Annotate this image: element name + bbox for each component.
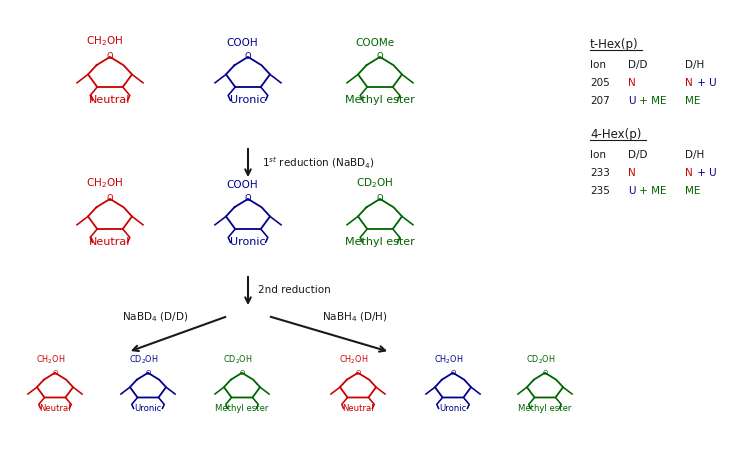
Text: Uronic: Uronic — [134, 404, 162, 413]
Text: 205: 205 — [590, 78, 610, 88]
Text: Uronic: Uronic — [440, 404, 466, 413]
Text: NaBD$_4$ (D/D): NaBD$_4$ (D/D) — [122, 311, 188, 324]
Text: ME: ME — [685, 186, 700, 196]
Text: O: O — [542, 370, 548, 376]
Text: D/D: D/D — [628, 150, 647, 160]
Text: O: O — [244, 52, 251, 61]
Text: Neutral: Neutral — [89, 95, 130, 105]
Text: Neutral: Neutral — [39, 404, 70, 413]
Text: Methyl ester: Methyl ester — [215, 404, 268, 413]
Text: ME: ME — [685, 96, 700, 106]
Text: O: O — [356, 370, 361, 376]
Text: U: U — [628, 96, 635, 106]
Text: CH$_2$OH: CH$_2$OH — [339, 354, 368, 366]
Text: CH$_2$OH: CH$_2$OH — [36, 354, 65, 366]
Text: N: N — [685, 168, 693, 178]
Text: CD$_2$OH: CD$_2$OH — [356, 177, 393, 191]
Text: t-Hex(p): t-Hex(p) — [590, 38, 638, 51]
Text: CH$_2$OH: CH$_2$OH — [86, 177, 123, 191]
Text: Uronic: Uronic — [230, 95, 266, 105]
Text: Ion: Ion — [590, 150, 606, 160]
Text: COOH: COOH — [226, 180, 258, 191]
Text: O: O — [239, 370, 244, 376]
Text: Neutral: Neutral — [342, 404, 374, 413]
Text: CD$_2$OH: CD$_2$OH — [223, 354, 252, 366]
Text: CD$_2$OH: CD$_2$OH — [526, 354, 555, 366]
Text: 2nd reduction: 2nd reduction — [258, 285, 331, 295]
Text: Methyl ester: Methyl ester — [345, 237, 415, 247]
Text: N: N — [628, 168, 636, 178]
Text: O: O — [53, 370, 58, 376]
Text: O: O — [450, 370, 456, 376]
Text: O: O — [106, 52, 113, 61]
Text: COOMe: COOMe — [355, 38, 394, 49]
Text: + ME: + ME — [636, 96, 667, 106]
Text: N: N — [628, 78, 636, 88]
Text: O: O — [376, 52, 383, 61]
Text: CD$_2$OH: CD$_2$OH — [129, 354, 158, 366]
Text: CH$_2$OH: CH$_2$OH — [86, 35, 123, 49]
Text: D/D: D/D — [628, 60, 647, 70]
Text: Ion: Ion — [590, 60, 606, 70]
Text: D/H: D/H — [685, 150, 704, 160]
Text: 233: 233 — [590, 168, 610, 178]
Text: CH$_2$OH: CH$_2$OH — [433, 354, 464, 366]
Text: U: U — [628, 186, 635, 196]
Text: + U: + U — [694, 78, 717, 88]
Text: 235: 235 — [590, 186, 610, 196]
Text: Methyl ester: Methyl ester — [518, 404, 572, 413]
Text: COOH: COOH — [226, 38, 258, 49]
Text: 4-Hex(p): 4-Hex(p) — [590, 128, 641, 141]
Text: 207: 207 — [590, 96, 610, 106]
Text: N: N — [685, 78, 693, 88]
Text: Methyl ester: Methyl ester — [345, 95, 415, 105]
Text: O: O — [146, 370, 151, 376]
Text: Uronic: Uronic — [230, 237, 266, 247]
Text: 1$^{st}$ reduction (NaBD$_4$): 1$^{st}$ reduction (NaBD$_4$) — [262, 155, 375, 171]
Text: + U: + U — [694, 168, 717, 178]
Text: O: O — [244, 194, 251, 203]
Text: + ME: + ME — [636, 186, 667, 196]
Text: O: O — [376, 194, 383, 203]
Text: Neutral: Neutral — [89, 237, 130, 247]
Text: D/H: D/H — [685, 60, 704, 70]
Text: NaBH$_4$ (D/H): NaBH$_4$ (D/H) — [322, 311, 388, 324]
Text: O: O — [106, 194, 113, 203]
